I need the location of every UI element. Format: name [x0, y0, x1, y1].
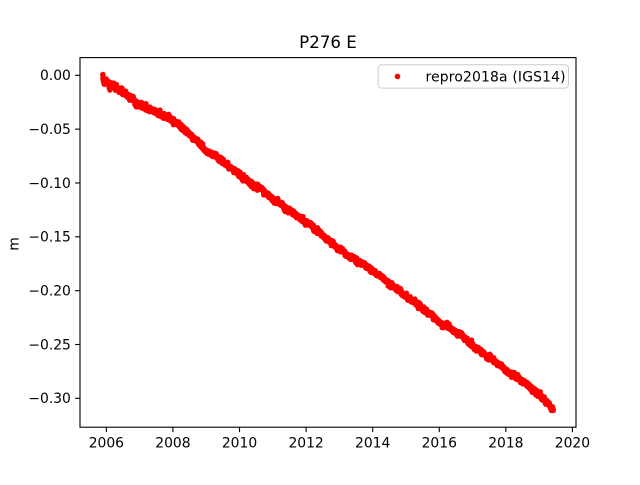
- data-point: [550, 407, 557, 413]
- legend-marker-dot: [394, 73, 401, 80]
- legend-label: repro2018a (IGS14): [426, 69, 566, 85]
- y-axis-tick-label: 0.00: [40, 68, 71, 84]
- x-axis-tick-label: 2020: [555, 435, 590, 451]
- y-axis-tick-label: −0.25: [28, 337, 71, 353]
- x-axis-tick-label: 2008: [155, 435, 190, 451]
- legend: repro2018a (IGS14): [377, 64, 569, 89]
- x-axis-tick-label: 2016: [422, 435, 457, 451]
- y-axis-tick-label: −0.30: [28, 391, 71, 407]
- x-axis-tick-label: 2006: [89, 435, 124, 451]
- chart-title: P276 E: [299, 33, 357, 52]
- x-axis-tick-label: 2012: [288, 435, 323, 451]
- y-axis-tick-label: −0.05: [28, 122, 71, 138]
- axes: 2006 2008 2010 2012 2014 2016 2018 2020 0.00 −0.0…: [28, 57, 590, 451]
- data-point: [143, 101, 149, 107]
- y-axis-tick-label: −0.15: [28, 230, 71, 246]
- x-axis-tick-label: 2014: [355, 435, 390, 451]
- y-axis-tick-label: −0.20: [28, 284, 71, 300]
- y-axis-label: m: [7, 237, 23, 251]
- data-points: [100, 71, 557, 414]
- x-axis-tick-label: 2018: [488, 435, 523, 451]
- y-axis-tick-label: −0.10: [28, 176, 71, 192]
- x-axis-tick-label: 2010: [222, 435, 257, 451]
- legend-box: [377, 64, 569, 89]
- axes-frame: [79, 57, 577, 428]
